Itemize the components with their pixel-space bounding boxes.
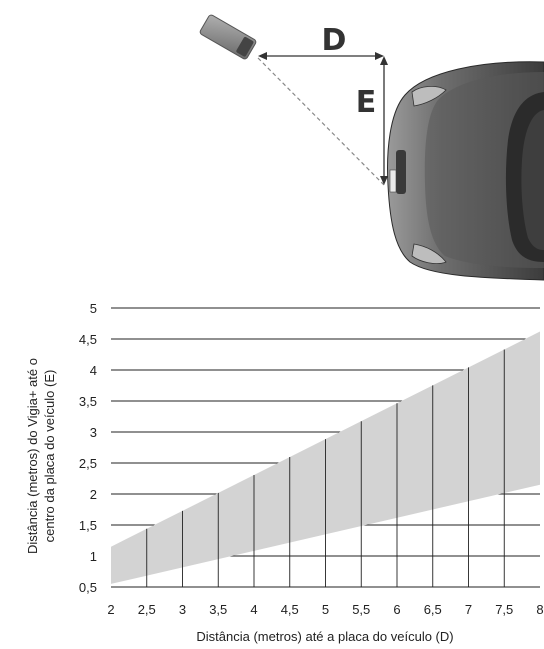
y-axis-title-line1: Distância (metros) do Vigia+ até o	[25, 358, 40, 554]
dimension-e-arrow	[380, 56, 388, 185]
dimension-d-label: D	[322, 23, 347, 58]
y-tick-label: 0,5	[79, 580, 97, 595]
x-tick-label: 3,5	[209, 602, 227, 617]
y-tick-label: 5	[90, 301, 97, 316]
dimension-d-arrow	[258, 52, 384, 60]
y-tick-label: 1	[90, 549, 97, 564]
x-tick-label: 2,5	[138, 602, 156, 617]
y-tick-label: 2,5	[79, 456, 97, 471]
x-tick-label: 3	[179, 602, 186, 617]
x-tick-label: 4,5	[281, 602, 299, 617]
y-tick-label: 1,5	[79, 518, 97, 533]
x-tick-labels: 2 2,5 3 3,5 4 4,5 5 5,5 6 6,5 7 7,5 8	[107, 602, 543, 617]
grid-vertical	[146, 349, 505, 587]
y-tick-labels: 0,5 1 1,5 2 2,5 3 3,5 4 4,5 5	[79, 301, 97, 595]
y-tick-label: 3,5	[79, 394, 97, 409]
y-tick-label: 2	[90, 487, 97, 502]
x-tick-label: 4	[250, 602, 257, 617]
x-tick-label: 7,5	[495, 602, 513, 617]
car-icon	[387, 61, 544, 281]
x-tick-label: 5	[322, 602, 329, 617]
x-tick-label: 7	[465, 602, 472, 617]
top-diagram: D E	[199, 14, 544, 281]
x-tick-label: 5,5	[352, 602, 370, 617]
x-tick-label: 6	[393, 602, 400, 617]
x-tick-label: 6,5	[424, 602, 442, 617]
x-tick-label: 8	[536, 602, 543, 617]
chart: 0,5 1 1,5 2 2,5 3 3,5 4 4,5 5 2 2,5 3 3,5 4 4,5 5 5,5 6 6,…	[25, 301, 544, 644]
y-axis-title-line2: centro da placa do veículo (E)	[42, 370, 57, 543]
y-tick-label: 3	[90, 425, 97, 440]
camera-device-icon	[199, 14, 257, 60]
sight-line	[257, 57, 385, 186]
dimension-e-label: E	[356, 85, 377, 120]
x-tick-label: 2	[107, 602, 114, 617]
x-axis-title: Distância (metros) até a placa do veícul…	[196, 629, 453, 644]
y-tick-label: 4	[90, 363, 97, 378]
y-tick-label: 4,5	[79, 332, 97, 347]
